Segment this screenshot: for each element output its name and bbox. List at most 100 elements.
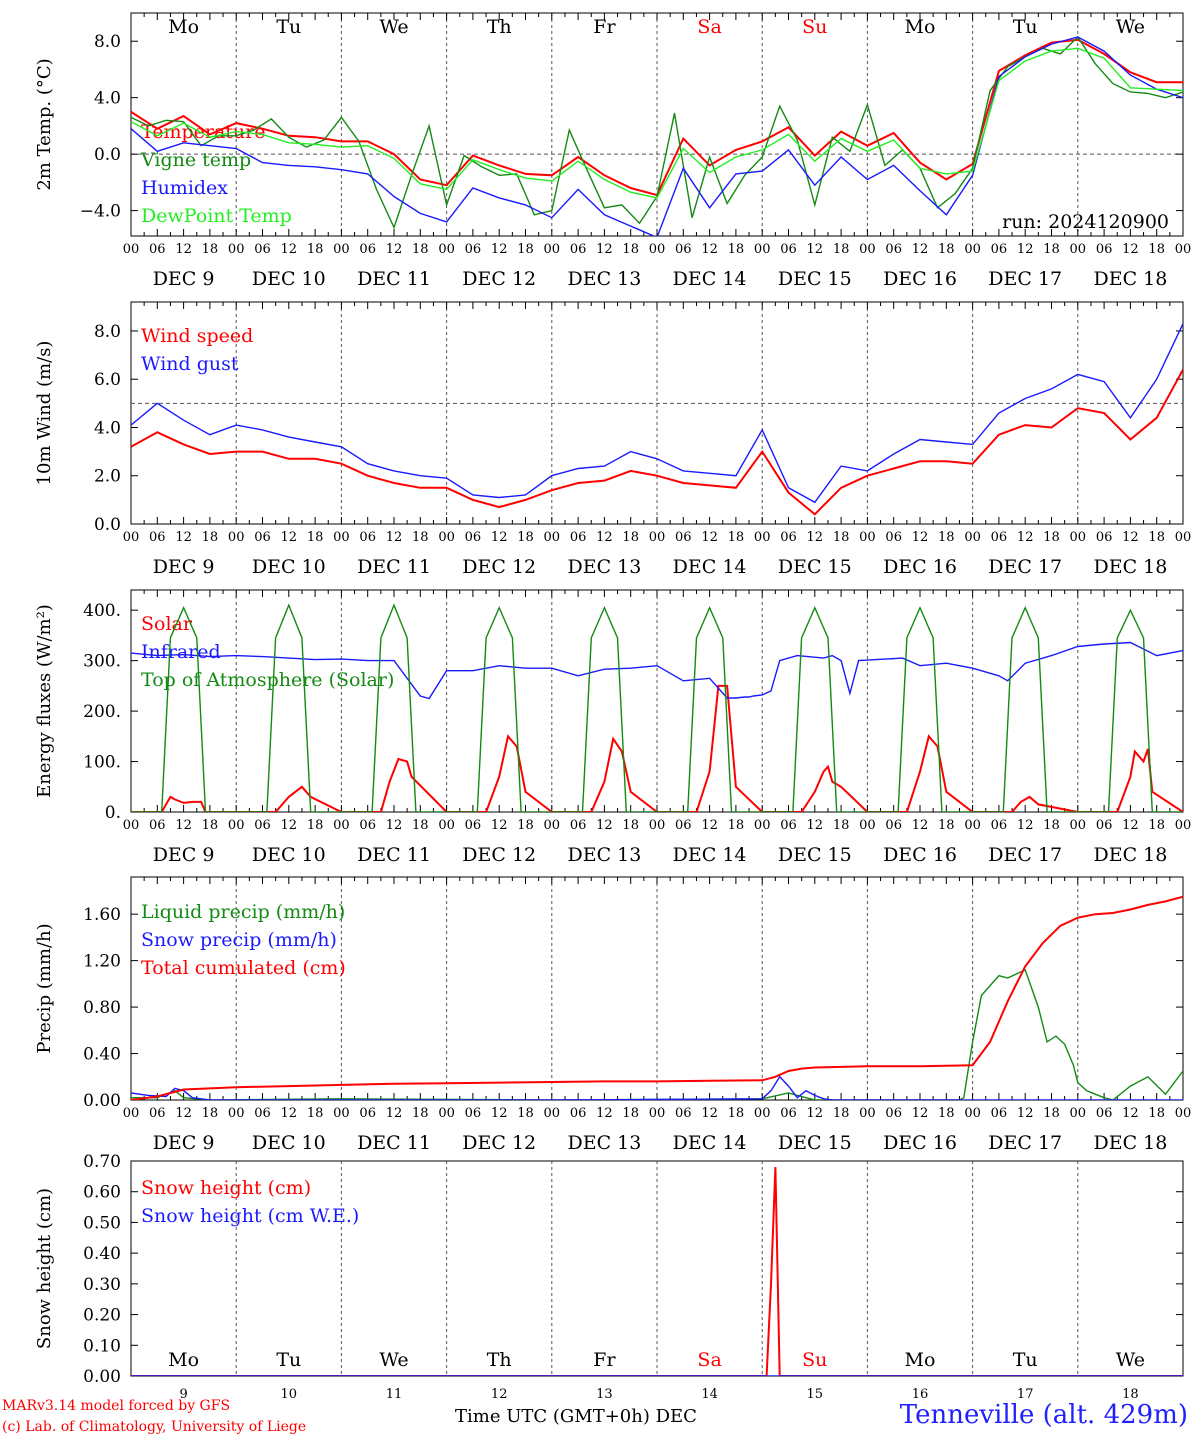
hour-tick-label: 12 [912,1106,929,1121]
date-label: DEC 12 [462,268,536,290]
date-label: DEC 16 [883,268,957,290]
weekday-label: We [379,1349,408,1371]
hour-tick-label: 12 [281,242,298,257]
y-tick-label: 0. [105,803,121,823]
hour-tick-label: 06 [675,1106,692,1121]
legend-entry: Snow height (cm) [141,1177,311,1199]
model-credit: MARv3.14 model forced by GFS [2,1398,231,1414]
hour-tick-label: 00 [438,242,455,257]
y-tick-label: 400. [83,601,121,621]
hour-tick-label: 18 [728,530,745,545]
hour-tick-label: 18 [938,1106,955,1121]
date-label: DEC 15 [778,844,852,866]
weekday-label: Tu [1013,16,1038,38]
legend-entry: Snow precip (mm/h) [141,929,337,951]
day-number-label: 15 [807,1387,824,1402]
weekday-label: Sa [697,1349,721,1371]
hour-tick-label: 00 [123,818,140,833]
y-axis-label: Snow height (cm) [34,1188,55,1349]
hour-tick-label: 18 [938,530,955,545]
legend-entry: Wind speed [141,325,253,347]
y-tick-label: 0.00 [83,1367,121,1387]
hour-tick-label: 00 [649,530,666,545]
hour-tick-label: 06 [780,530,797,545]
y-tick-label: 0.40 [83,1045,121,1065]
hour-tick-label: 12 [1122,1106,1139,1121]
y-axis-label: 2m Temp. (°C) [34,58,55,190]
hour-tick-label: 06 [675,242,692,257]
date-label: DEC 9 [153,1132,215,1154]
weekday-label: Th [487,1349,512,1371]
hour-tick-label: 06 [570,1106,587,1121]
hour-tick-label: 12 [807,818,824,833]
hour-tick-label: 18 [307,530,324,545]
date-label: DEC 16 [883,1132,957,1154]
legend-entry: Snow height (cm W.E.) [141,1205,359,1227]
hour-tick-label: 12 [1017,530,1034,545]
hour-tick-label: 18 [833,1106,850,1121]
date-label: DEC 15 [778,268,852,290]
legend-entry: Temperature [141,121,265,143]
date-label: DEC 10 [252,268,326,290]
hour-tick-label: 18 [1148,242,1165,257]
hour-tick-label: 12 [912,818,929,833]
hour-tick-label: 00 [754,530,771,545]
day-number-label: 13 [596,1387,613,1402]
hour-tick-label: 00 [964,242,981,257]
y-axis-label: Energy fluxes (W/m²) [34,604,55,798]
hour-tick-label: 18 [1043,1106,1060,1121]
hour-tick-label: 00 [123,1106,140,1121]
y-tick-label: 1.60 [83,905,121,925]
date-label: DEC 18 [1093,1132,1167,1154]
legend-entry: Solar [141,613,193,635]
y-tick-label: 2.0 [94,467,121,487]
hour-tick-label: 12 [491,530,508,545]
hour-tick-label: 00 [1175,1106,1192,1121]
hour-tick-label: 18 [412,818,429,833]
hour-tick-label: 00 [333,1106,350,1121]
hour-tick-label: 18 [938,242,955,257]
hour-tick-label: 06 [885,818,902,833]
hour-tick-label: 00 [964,530,981,545]
hour-tick-label: 06 [991,242,1008,257]
legend-entry: Vigne temp [140,149,251,171]
hour-tick-label: 18 [307,1106,324,1121]
y-tick-label: 0.10 [83,1336,121,1356]
hour-tick-label: 18 [517,818,534,833]
hour-tick-label: 00 [859,818,876,833]
date-label: DEC 9 [153,556,215,578]
hour-tick-label: 12 [281,530,298,545]
series-line-infrared [131,641,1183,700]
hour-tick-label: 06 [254,242,271,257]
date-label: DEC 13 [567,268,641,290]
hour-tick-label: 00 [649,242,666,257]
hour-tick-label: 18 [202,530,219,545]
hour-tick-label: 18 [517,530,534,545]
hour-tick-label: 12 [912,242,929,257]
y-tick-label: 0.70 [83,1152,121,1172]
hour-tick-label: 12 [1122,242,1139,257]
date-label: DEC 17 [988,556,1062,578]
day-number-label: 16 [912,1387,929,1402]
hour-tick-label: 00 [1070,530,1087,545]
series-line-total-cumulated-cm- [131,895,1183,1100]
date-label: DEC 15 [778,1132,852,1154]
series-line-top-of-atmosphere-solar- [131,603,1183,812]
hour-tick-label: 06 [780,818,797,833]
hour-tick-label: 00 [438,1106,455,1121]
date-label: DEC 18 [1093,844,1167,866]
hour-tick-label: 18 [307,242,324,257]
date-label: DEC 12 [462,1132,536,1154]
hour-tick-label: 06 [885,1106,902,1121]
series-line-liquid-precip-mm-h- [131,968,1183,1100]
y-axis-label: Precip (mm/h) [34,923,55,1053]
hour-tick-label: 06 [254,530,271,545]
hour-tick-label: 06 [359,1106,376,1121]
hour-tick-label: 00 [438,530,455,545]
hour-tick-label: 12 [701,1106,718,1121]
hour-tick-label: 06 [991,818,1008,833]
weekday-label: Fr [593,1349,616,1371]
hour-tick-label: 12 [175,530,192,545]
date-label: DEC 17 [988,1132,1062,1154]
